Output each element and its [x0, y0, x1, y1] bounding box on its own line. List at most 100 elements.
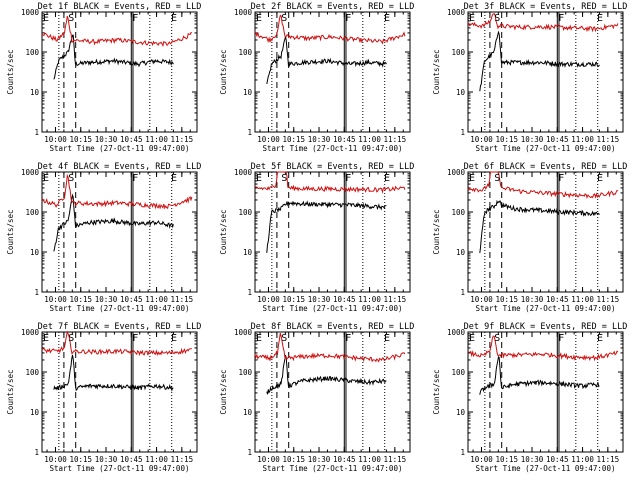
events-trace — [266, 355, 387, 395]
x-tick-label: 10:30 — [521, 455, 544, 464]
y-tick-label: 10 — [456, 408, 466, 417]
lld-trace — [467, 12, 619, 33]
marker-e: E — [597, 333, 603, 344]
y-axis-label: Counts/sec — [6, 49, 15, 94]
panel-title: Det 6f BLACK = Events, RED = LLD — [464, 162, 628, 172]
y-tick-label: 1000 — [21, 168, 40, 177]
panel-det-2: Det 2f BLACK = Events, RED = LLD 1 10 100 10… — [219, 2, 414, 153]
x-tick-label: 10:00 — [470, 135, 493, 144]
y-tick-label: 1 — [34, 448, 39, 457]
x-tick-label: 10:30 — [95, 455, 118, 464]
x-tick-label: 10:30 — [308, 455, 331, 464]
y-tick-label: 10 — [243, 248, 253, 257]
marker-s: S — [68, 13, 74, 24]
marker-f: F — [132, 13, 138, 24]
y-tick-label: 10 — [456, 88, 466, 97]
y-tick-label: 100 — [25, 368, 39, 377]
y-tick-label: 10 — [30, 248, 40, 257]
y-tick-label: 1000 — [21, 328, 40, 337]
x-tick-label: 11:15 — [597, 295, 620, 304]
y-tick-label: 1000 — [21, 8, 40, 17]
x-tick-label: 10:00 — [470, 455, 493, 464]
x-tick-label: 11:00 — [145, 135, 168, 144]
plot-frame — [254, 11, 411, 133]
marker-e: E — [171, 173, 177, 184]
plot-frame — [467, 331, 624, 453]
panel-det-7: Det 7f BLACK = Events, RED = LLD 1 10 100 10… — [6, 322, 201, 473]
y-axis-label: Counts/sec — [219, 209, 228, 254]
panel-title: Det 5f BLACK = Events, RED = LLD — [251, 162, 415, 172]
x-tick-label: 10:15 — [495, 295, 518, 304]
panel-title: Det 1f BLACK = Events, RED = LLD — [38, 2, 202, 12]
plot-frame — [254, 171, 411, 293]
x-tick-label: 11:00 — [571, 455, 594, 464]
x-tick-label: 11:00 — [145, 455, 168, 464]
marker-s: S — [281, 13, 287, 24]
x-tick-label: 11:15 — [171, 135, 194, 144]
panel-title: Det 9f BLACK = Events, RED = LLD — [464, 322, 628, 332]
x-tick-label: 11:00 — [145, 295, 168, 304]
y-tick-label: 1000 — [234, 8, 253, 17]
lld-trace — [41, 173, 193, 210]
marker-e: E — [256, 333, 262, 344]
lld-trace — [254, 332, 406, 363]
x-tick-label: 10:15 — [69, 455, 92, 464]
panel-det-9: Det 9f BLACK = Events, RED = LLD 1 10 100 10… — [432, 322, 627, 473]
lld-trace — [254, 171, 406, 194]
marker-e: E — [597, 173, 603, 184]
y-tick-label: 100 — [25, 48, 39, 57]
marker-e: E — [384, 173, 390, 184]
x-tick-label: 11:00 — [571, 295, 594, 304]
plot-frame — [41, 171, 198, 293]
x-tick-label: 10:45 — [120, 455, 143, 464]
x-tick-label: 11:15 — [597, 455, 620, 464]
y-tick-label: 1 — [247, 288, 252, 297]
y-tick-label: 1000 — [234, 328, 253, 337]
x-tick-label: 10:00 — [257, 455, 280, 464]
x-axis-label: Start Time (27-Oct-11 09:47:00) — [476, 304, 616, 313]
events-trace — [53, 354, 174, 392]
x-tick-label: 10:15 — [282, 455, 305, 464]
panel-title: Det 4f BLACK = Events, RED = LLD — [38, 162, 202, 172]
x-tick-label: 10:45 — [120, 135, 143, 144]
x-tick-label: 10:00 — [44, 455, 67, 464]
plot-frame — [467, 171, 624, 293]
panel-det-5: Det 5f BLACK = Events, RED = LLD 1 10 100 10… — [219, 162, 414, 313]
plot-frame — [254, 331, 411, 453]
marker-s: S — [281, 333, 287, 344]
x-tick-label: 10:45 — [120, 295, 143, 304]
x-tick-label: 10:00 — [257, 135, 280, 144]
x-axis-label: Start Time (27-Oct-11 09:47:00) — [263, 144, 403, 153]
marker-e: E — [256, 173, 262, 184]
x-tick-label: 10:45 — [546, 295, 569, 304]
marker-e: E — [384, 13, 390, 24]
lld-trace — [41, 15, 193, 48]
panel-title: Det 3f BLACK = Events, RED = LLD — [464, 2, 628, 12]
x-axis-label: Start Time (27-Oct-11 09:47:00) — [50, 144, 190, 153]
x-axis-label: Start Time (27-Oct-11 09:47:00) — [50, 464, 190, 473]
panel-det-4: Det 4f BLACK = Events, RED = LLD 1 10 100 10… — [6, 162, 201, 313]
marker-e: E — [43, 333, 49, 344]
x-tick-label: 10:15 — [69, 135, 92, 144]
x-tick-label: 10:30 — [95, 135, 118, 144]
x-axis-label: Start Time (27-Oct-11 09:47:00) — [263, 304, 403, 313]
y-tick-label: 100 — [238, 368, 252, 377]
x-tick-label: 10:45 — [333, 135, 356, 144]
y-tick-label: 1000 — [447, 328, 466, 337]
panel-det-8: Det 8f BLACK = Events, RED = LLD 1 10 100 10… — [219, 322, 414, 473]
y-tick-label: 100 — [451, 208, 465, 217]
x-tick-label: 10:30 — [95, 295, 118, 304]
marker-e: E — [469, 173, 475, 184]
x-tick-label: 10:00 — [257, 295, 280, 304]
x-tick-label: 10:15 — [495, 455, 518, 464]
y-tick-label: 1 — [247, 128, 252, 137]
x-tick-label: 10:30 — [521, 295, 544, 304]
x-tick-label: 10:45 — [546, 135, 569, 144]
x-tick-label: 11:00 — [358, 295, 381, 304]
x-tick-label: 10:15 — [282, 135, 305, 144]
marker-s: S — [68, 333, 74, 344]
x-tick-label: 10:30 — [308, 295, 331, 304]
marker-e: E — [43, 173, 49, 184]
x-tick-label: 11:15 — [597, 135, 620, 144]
x-tick-label: 10:00 — [44, 295, 67, 304]
